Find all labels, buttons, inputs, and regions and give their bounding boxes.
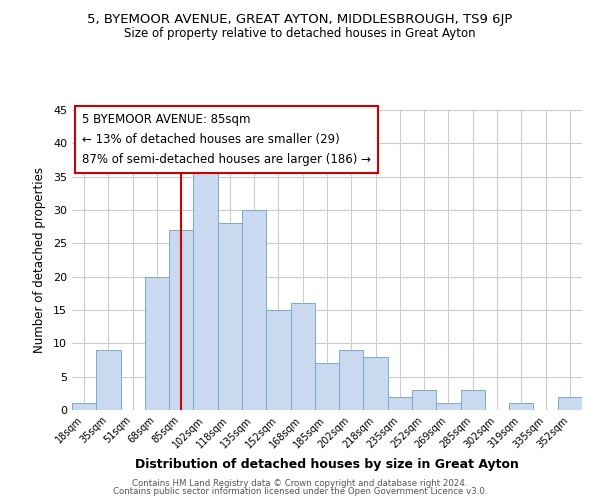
Bar	[558, 396, 582, 410]
Text: 5 BYEMOOR AVENUE: 85sqm
← 13% of detached houses are smaller (29)
87% of semi-de: 5 BYEMOOR AVENUE: 85sqm ← 13% of detache…	[82, 113, 371, 166]
Bar	[145, 276, 169, 410]
Bar	[266, 310, 290, 410]
Bar	[242, 210, 266, 410]
Bar	[412, 390, 436, 410]
Text: Contains public sector information licensed under the Open Government Licence v3: Contains public sector information licen…	[113, 487, 487, 496]
Text: 5, BYEMOOR AVENUE, GREAT AYTON, MIDDLESBROUGH, TS9 6JP: 5, BYEMOOR AVENUE, GREAT AYTON, MIDDLESB…	[88, 12, 512, 26]
Bar	[461, 390, 485, 410]
Bar	[315, 364, 339, 410]
Bar	[72, 404, 96, 410]
Bar	[436, 404, 461, 410]
Bar	[388, 396, 412, 410]
Bar	[339, 350, 364, 410]
Bar	[218, 224, 242, 410]
Text: Contains HM Land Registry data © Crown copyright and database right 2024.: Contains HM Land Registry data © Crown c…	[132, 478, 468, 488]
Text: Size of property relative to detached houses in Great Ayton: Size of property relative to detached ho…	[124, 28, 476, 40]
X-axis label: Distribution of detached houses by size in Great Ayton: Distribution of detached houses by size …	[135, 458, 519, 471]
Bar	[169, 230, 193, 410]
Y-axis label: Number of detached properties: Number of detached properties	[33, 167, 46, 353]
Bar	[290, 304, 315, 410]
Bar	[364, 356, 388, 410]
Bar	[193, 170, 218, 410]
Bar	[509, 404, 533, 410]
Bar	[96, 350, 121, 410]
